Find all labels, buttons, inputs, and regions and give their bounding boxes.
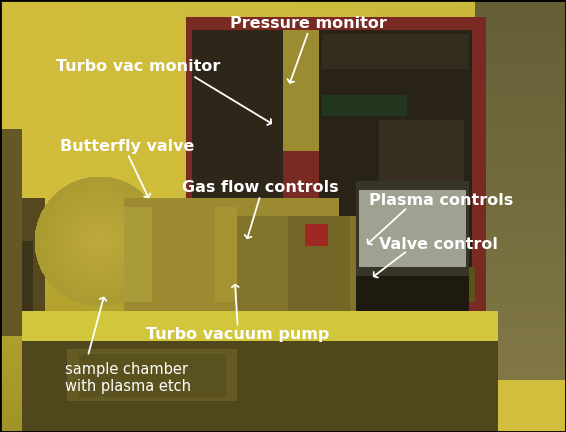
- Text: Turbo vac monitor: Turbo vac monitor: [57, 60, 221, 74]
- Text: Pressure monitor: Pressure monitor: [230, 16, 387, 31]
- Text: sample chamber
with plasma etch: sample chamber with plasma etch: [65, 362, 191, 394]
- Text: Valve control: Valve control: [379, 237, 498, 251]
- Text: Butterfly valve: Butterfly valve: [60, 140, 195, 154]
- Text: Plasma controls: Plasma controls: [370, 194, 513, 208]
- Text: Turbo vacuum pump: Turbo vacuum pump: [146, 327, 329, 342]
- Text: Gas flow controls: Gas flow controls: [182, 181, 338, 195]
